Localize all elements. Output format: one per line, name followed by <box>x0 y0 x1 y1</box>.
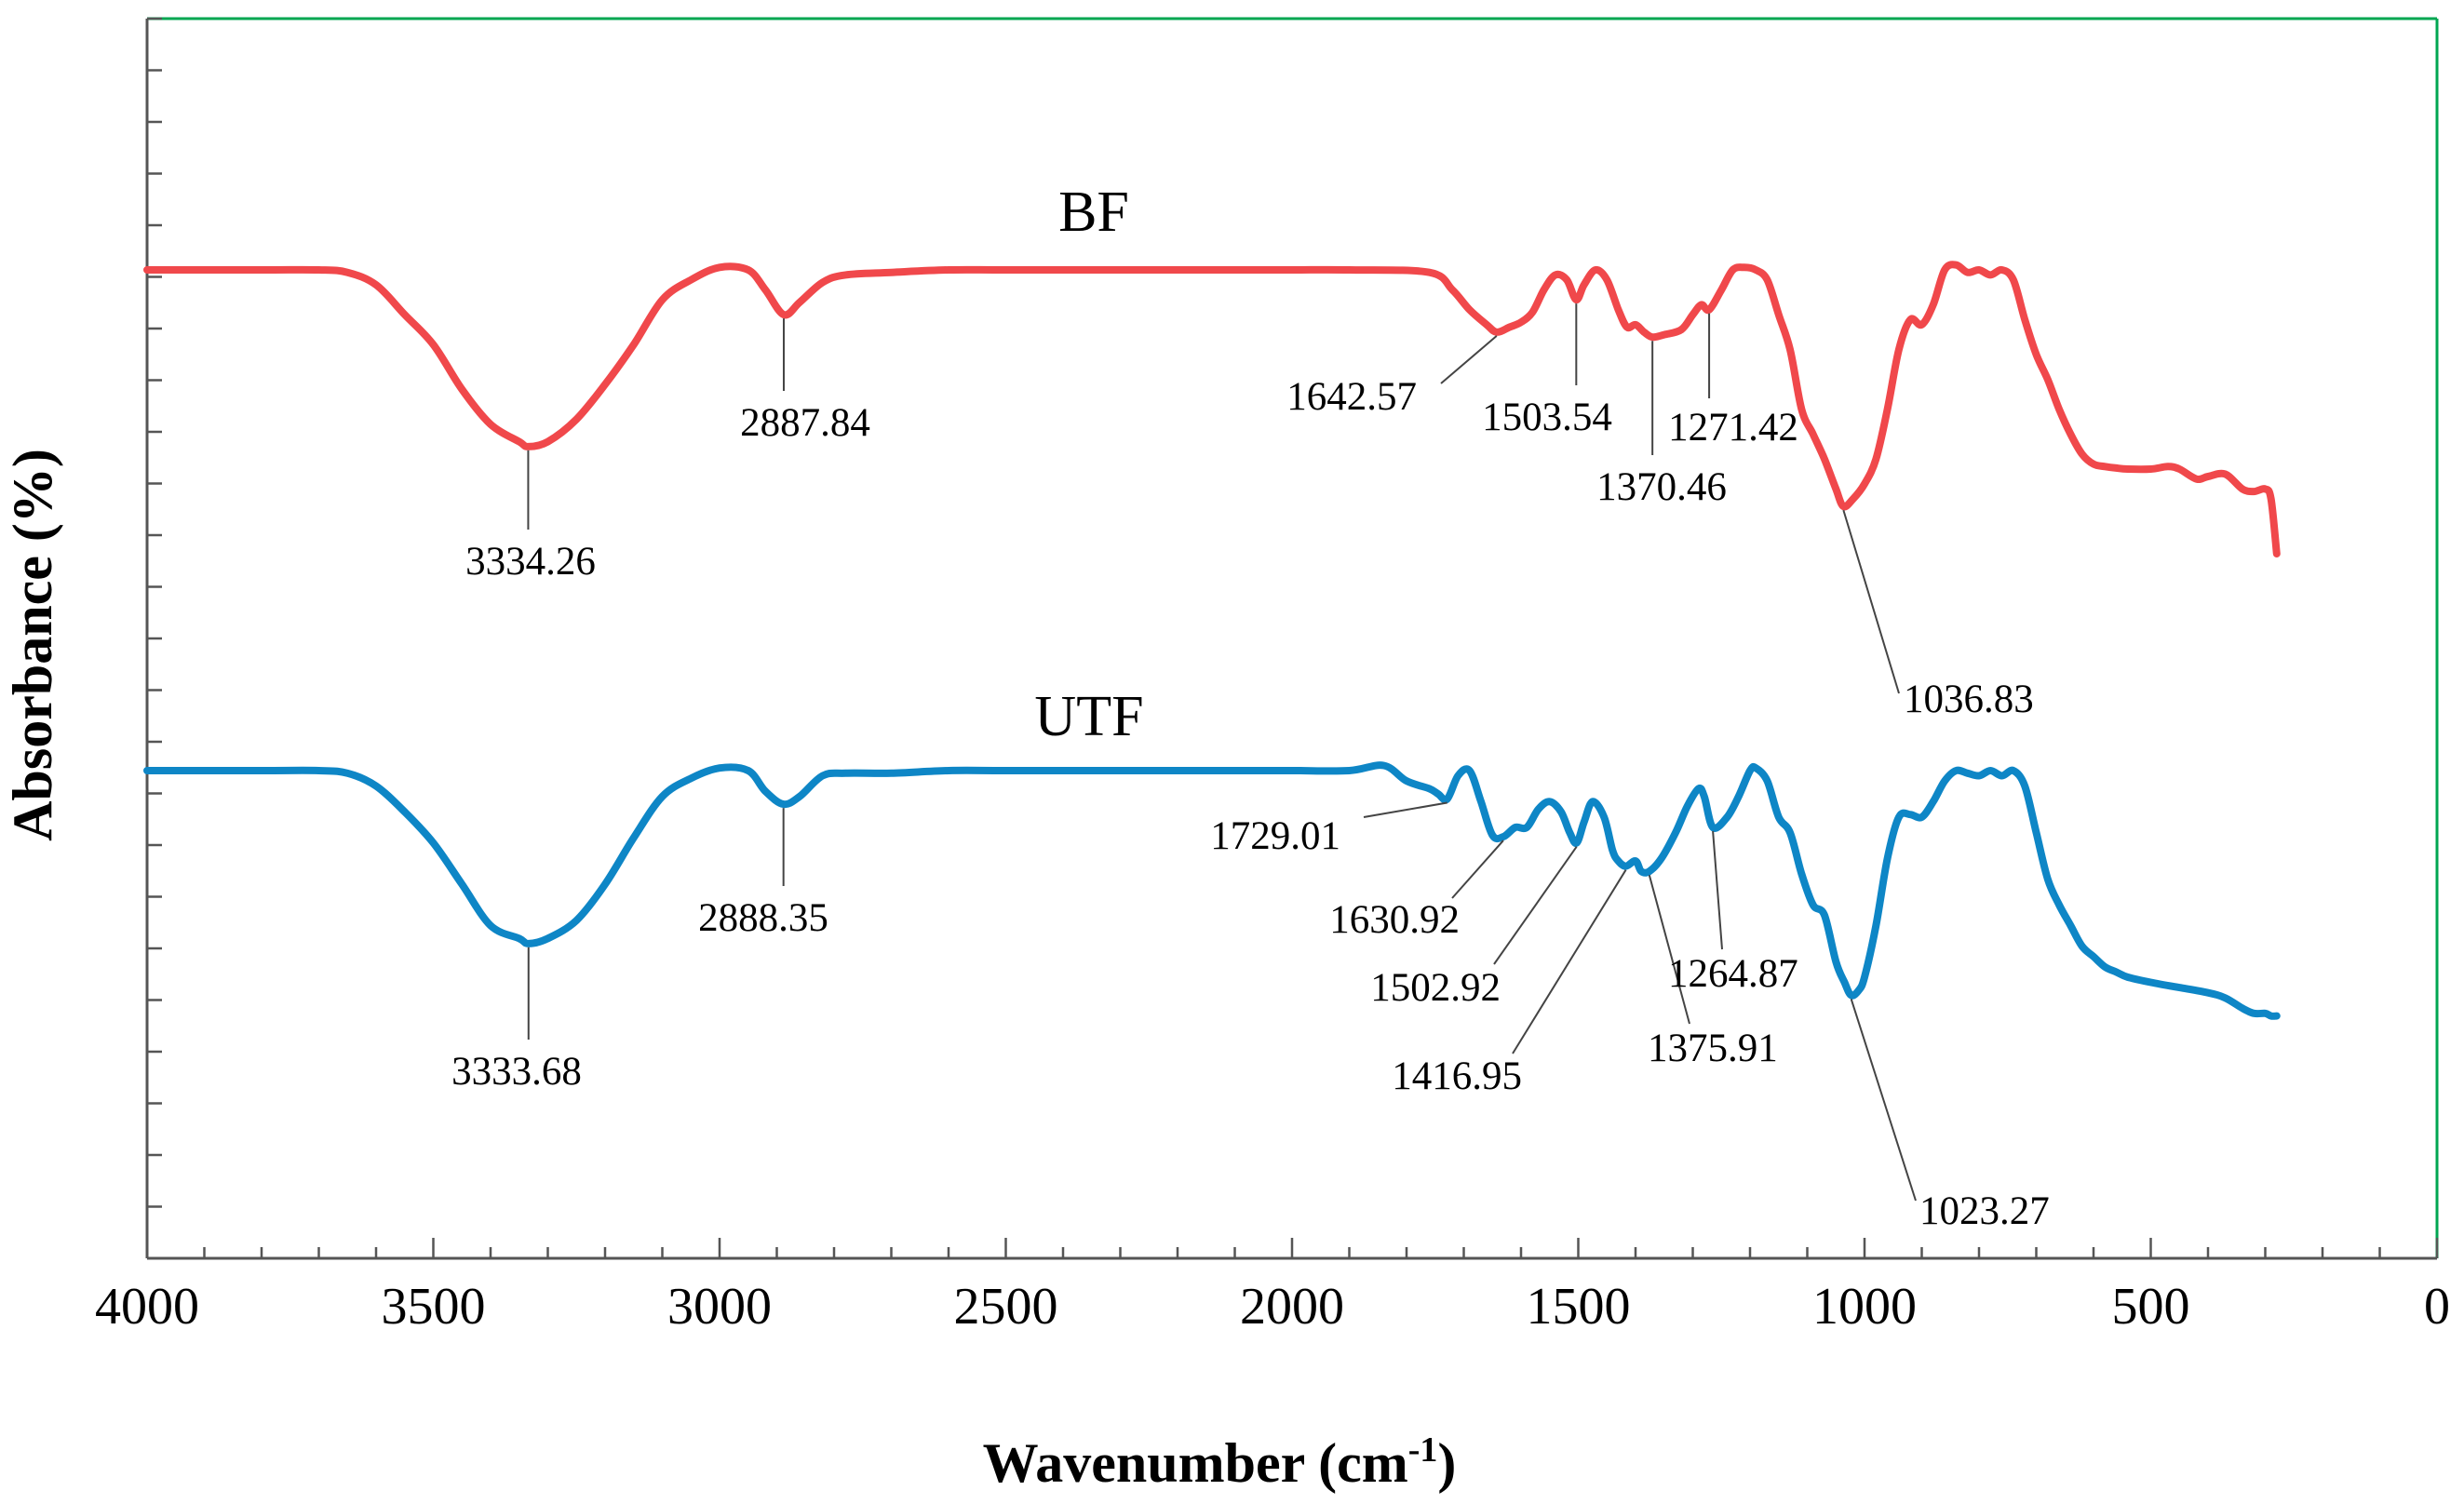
x-tick-label: 4000 <box>95 1278 199 1336</box>
peak-label: 2887.84 <box>740 401 870 445</box>
peak-leader <box>1451 839 1504 899</box>
peak-leader <box>1842 509 1900 694</box>
peak-leader <box>1512 869 1627 1054</box>
x-tick-label: 3000 <box>667 1278 772 1336</box>
series-line-utf <box>143 761 2281 1020</box>
x-tick-label: 1000 <box>1812 1278 1917 1336</box>
series-layer: BF UTF <box>143 181 2281 1020</box>
peak-leader <box>1440 335 1498 384</box>
peak-label: 1642.57 <box>1286 375 1417 419</box>
series-label-bf: BF <box>1058 181 1129 244</box>
peak-leader <box>1363 801 1447 818</box>
y-axis-title: Absorbance (%) <box>2 449 63 841</box>
x-tick-label: 0 <box>2424 1278 2450 1336</box>
peak-leader <box>1648 874 1690 1025</box>
x-axis-title-sup: -1 <box>1408 1430 1438 1470</box>
peak-label: 1264.87 <box>1668 952 1798 996</box>
peak-label: 1630.92 <box>1329 898 1460 942</box>
peak-leader <box>1850 999 1917 1202</box>
peak-label: 1503.54 <box>1482 396 1612 439</box>
annotation-layer: 3334.26 2887.84 1642.57 1503.54 1370.46 1271.… <box>451 303 2050 1233</box>
peak-label: 3334.26 <box>465 540 596 584</box>
x-tick-label: 3500 <box>382 1278 486 1336</box>
series-label-utf: UTF <box>1034 685 1143 748</box>
peak-leader <box>1493 846 1578 965</box>
x-tick-label: 2500 <box>954 1278 1058 1336</box>
peak-label: 3333.68 <box>451 1050 582 1094</box>
peak-label: 1370.46 <box>1596 465 1727 509</box>
peak-label: 1271.42 <box>1668 406 1798 450</box>
peak-leader <box>1712 830 1723 950</box>
x-tick-label: 1500 <box>1527 1278 1631 1336</box>
peak-label: 1036.83 <box>1904 678 2034 721</box>
x-tick-label: 2000 <box>1240 1278 1344 1336</box>
peak-label: 1416.95 <box>1392 1054 1522 1098</box>
x-tick-label: 500 <box>2112 1278 2190 1336</box>
y-axis-ticks <box>147 17 162 1260</box>
x-axis-title-main: Wavenumber (cm <box>983 1432 1408 1494</box>
series-line-bf <box>143 261 2281 557</box>
x-axis-title-close: ) <box>1437 1432 1456 1494</box>
x-axis-title: Wavenumber (cm-1) <box>983 1430 1457 1494</box>
peak-label: 1375.91 <box>1648 1027 1778 1070</box>
x-axis-ticks: 4000 3500 3000 2500 2000 1500 1000 500 0 <box>95 1238 2450 1336</box>
peak-label: 1502.92 <box>1370 966 1501 1010</box>
peak-label: 2888.35 <box>698 896 828 940</box>
peak-label: 1023.27 <box>1919 1189 2050 1233</box>
peak-label: 1729.01 <box>1210 814 1340 858</box>
